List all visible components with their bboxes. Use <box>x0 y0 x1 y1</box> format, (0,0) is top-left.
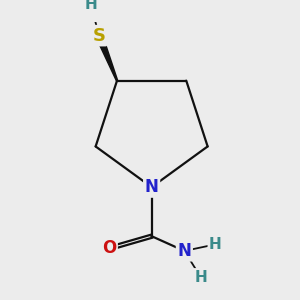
Text: H: H <box>85 0 97 12</box>
Text: O: O <box>102 239 116 257</box>
Text: S: S <box>92 27 106 45</box>
Polygon shape <box>96 34 118 81</box>
Text: H: H <box>209 237 222 252</box>
Text: N: N <box>177 242 191 260</box>
Text: H: H <box>194 270 207 285</box>
Text: N: N <box>145 178 159 196</box>
